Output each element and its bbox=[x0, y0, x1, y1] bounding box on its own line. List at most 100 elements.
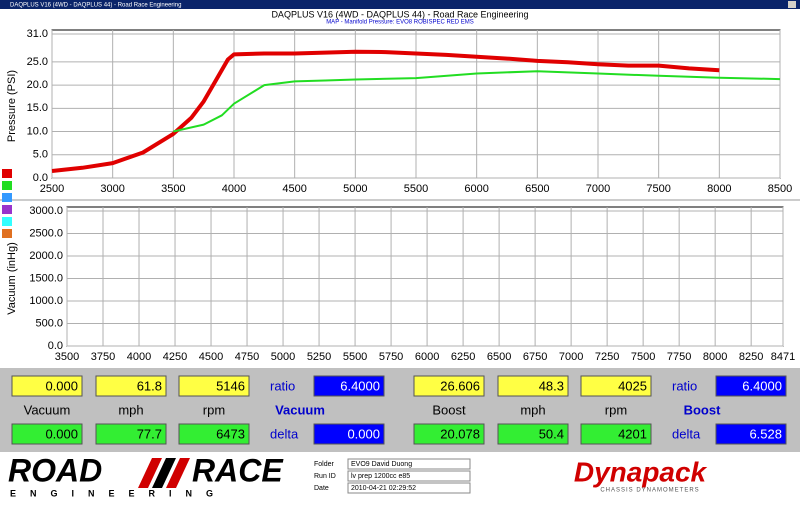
close-button[interactable] bbox=[788, 1, 796, 8]
x-tick-label: 5250 bbox=[307, 351, 331, 363]
delta-label: delta bbox=[672, 426, 701, 441]
y-tick-label: 0.0 bbox=[48, 340, 63, 352]
readout-label: mph bbox=[520, 402, 545, 417]
logo-text: ROAD bbox=[8, 452, 102, 488]
field-box bbox=[347, 470, 471, 482]
readout-label: Boost bbox=[432, 402, 466, 417]
logo-stripe bbox=[166, 458, 190, 488]
readout-box bbox=[715, 375, 787, 397]
chart-title: DAQPLUS V16 (4WD - DAQPLUS 44) - Road Ra… bbox=[271, 9, 528, 19]
mode-label: Vacuum bbox=[275, 402, 325, 417]
readout-value: 4025 bbox=[618, 378, 647, 393]
readout-box bbox=[178, 375, 250, 397]
x-tick-label: 6250 bbox=[451, 351, 475, 363]
y-tick-label: 25.0 bbox=[27, 56, 48, 68]
readout-value: 61.8 bbox=[137, 378, 162, 393]
logo-sub: ENGINEERING bbox=[10, 488, 227, 498]
mode-label: Boost bbox=[684, 402, 722, 417]
swatch[interactable] bbox=[2, 169, 12, 178]
data-line bbox=[173, 70, 781, 133]
x-tick-label: 5500 bbox=[343, 351, 367, 363]
readout-value: 48.3 bbox=[539, 378, 564, 393]
x-tick-label: 4500 bbox=[282, 183, 306, 195]
readout-value: 6.4000 bbox=[742, 378, 782, 393]
readout-box bbox=[313, 375, 385, 397]
swatch[interactable] bbox=[2, 181, 12, 190]
readout-value: 6.4000 bbox=[340, 378, 380, 393]
readout-value: 5146 bbox=[216, 378, 245, 393]
swatch[interactable] bbox=[2, 229, 12, 238]
x-tick-label: 5750 bbox=[379, 351, 403, 363]
readout-box bbox=[95, 423, 167, 445]
readout-value: 6.528 bbox=[749, 426, 782, 441]
field-label: Date bbox=[314, 485, 329, 492]
y-axis-label: Pressure (PSI) bbox=[6, 70, 18, 142]
readout-value: 20.078 bbox=[440, 426, 480, 441]
delta-label: delta bbox=[270, 426, 299, 441]
x-tick-label: 7500 bbox=[631, 351, 655, 363]
readout-value: 26.606 bbox=[440, 378, 480, 393]
field-box bbox=[347, 458, 471, 470]
y-tick-label: 5.0 bbox=[33, 149, 48, 161]
x-tick-label: 8500 bbox=[768, 183, 792, 195]
x-tick-label: 4000 bbox=[127, 351, 151, 363]
x-tick-label: 7500 bbox=[646, 183, 670, 195]
field-box bbox=[347, 482, 471, 494]
x-tick-label: 3750 bbox=[91, 351, 115, 363]
x-tick-label: 7750 bbox=[667, 351, 691, 363]
logo-stripe bbox=[138, 458, 162, 488]
chart-subtitle: MAP - Manifold Pressure: EVO8 ROBISPEC R… bbox=[326, 20, 474, 26]
field-label: Folder bbox=[314, 461, 335, 468]
x-tick-label: 6750 bbox=[523, 351, 547, 363]
x-tick-label: 4750 bbox=[235, 351, 259, 363]
y-tick-label: 20.0 bbox=[27, 79, 48, 91]
x-tick-label: 8000 bbox=[707, 183, 731, 195]
x-tick-label: 8250 bbox=[739, 351, 763, 363]
readout-value: 6473 bbox=[216, 426, 245, 441]
readout-box bbox=[497, 375, 569, 397]
readout-box bbox=[413, 375, 485, 397]
readout-box bbox=[178, 423, 250, 445]
readout-value: 0.000 bbox=[45, 426, 78, 441]
x-tick-label: 6500 bbox=[487, 351, 511, 363]
logo-right-sub: CHASSIS DYNAMOMETERS bbox=[600, 488, 699, 494]
field-value: lv prep 1200cc e85 bbox=[351, 473, 410, 480]
readout-box bbox=[313, 423, 385, 445]
swatch[interactable] bbox=[2, 217, 12, 226]
x-tick-label: 7000 bbox=[559, 351, 583, 363]
readout-box bbox=[413, 423, 485, 445]
ratio-label: ratio bbox=[270, 378, 295, 393]
y-tick-label: 31.0 bbox=[27, 28, 48, 40]
plot-area bbox=[66, 206, 784, 347]
x-tick-label: 2500 bbox=[40, 183, 64, 195]
x-tick-label: 3500 bbox=[161, 183, 185, 195]
logo-stripe bbox=[152, 458, 176, 488]
y-tick-label: 15.0 bbox=[27, 102, 48, 114]
x-tick-label: 6500 bbox=[525, 183, 549, 195]
swatch[interactable] bbox=[2, 205, 12, 214]
y-tick-label: 1500.0 bbox=[29, 272, 63, 284]
y-tick-label: 2500.0 bbox=[29, 227, 63, 239]
readout-label: mph bbox=[118, 402, 143, 417]
x-tick-label: 8471 bbox=[771, 351, 795, 363]
x-tick-label: 6000 bbox=[415, 351, 439, 363]
x-tick-label: 5000 bbox=[343, 183, 367, 195]
x-tick-label: 7250 bbox=[595, 351, 619, 363]
logo-left: ROAD RACE ENGINEERING bbox=[8, 452, 284, 498]
readout-label: Vacuum bbox=[24, 402, 71, 417]
swatch[interactable] bbox=[2, 193, 12, 202]
x-tick-label: 4500 bbox=[199, 351, 223, 363]
logo-right: Dynapack bbox=[574, 456, 708, 487]
field-label: Run ID bbox=[314, 473, 336, 480]
window-title: DAQPLUS V16 (4WD - DAQPLUS 44) - Road Ra… bbox=[10, 3, 181, 9]
readout-value: 0.000 bbox=[347, 426, 380, 441]
readout-box bbox=[580, 375, 652, 397]
readout-value: 0.000 bbox=[45, 378, 78, 393]
x-tick-label: 3500 bbox=[55, 351, 79, 363]
readout-box bbox=[11, 375, 83, 397]
x-tick-label: 4000 bbox=[222, 183, 246, 195]
readout-label: rpm bbox=[605, 402, 627, 417]
y-tick-label: 1000.0 bbox=[29, 295, 63, 307]
y-tick-label: 10.0 bbox=[27, 125, 48, 137]
